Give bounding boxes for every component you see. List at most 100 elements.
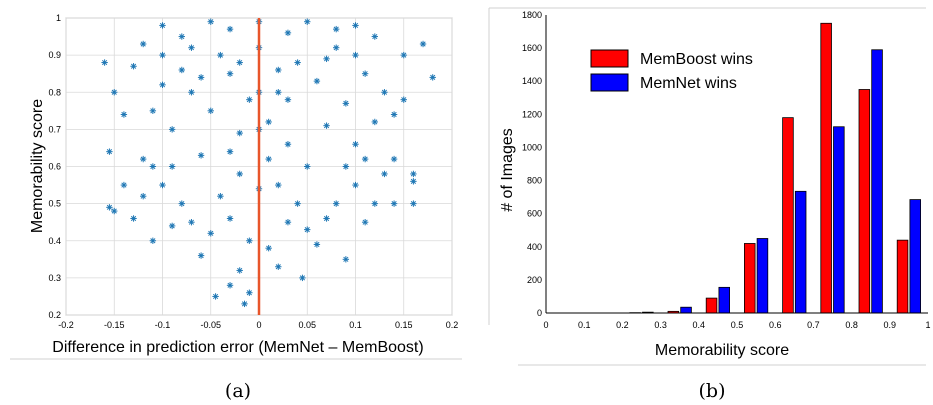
scatter-point (188, 89, 195, 96)
scatter-x-tick-label: 0.05 (298, 320, 316, 330)
bar-y-tick-label: 1600 (522, 43, 542, 53)
legend: MemBoost wins MemNet wins (590, 49, 753, 92)
scatter-point (419, 40, 427, 48)
scatter-point (323, 122, 330, 129)
scatter-point (120, 181, 128, 189)
scatter-point (304, 18, 311, 25)
bar-y-tick-label: 0 (537, 308, 542, 318)
scatter-point (342, 100, 350, 107)
bar-y-tick-labels: 0 200 400 600 800 1000 1200 1400 1600 1800 (522, 10, 542, 318)
bar-series (629, 22, 921, 314)
bar-y-tick-label: 1000 (522, 142, 542, 152)
scatter-point (207, 18, 214, 25)
bar-x-tick-label: 0.4 (693, 320, 706, 330)
bar-x-tick-label: 0.9 (884, 320, 897, 330)
scatter-point (371, 200, 378, 207)
bar-panel: 0 0.1 0.2 0.3 0.4 0.5 0.6 0.7 0.8 0.9 1 0 200 400 600… (488, 7, 931, 366)
bar-x-tick-label: 0.2 (616, 320, 629, 330)
bar-x-tick-labels: 0 0.1 0.2 0.3 0.4 0.5 0.6 0.7 0.8 0.9 1 (543, 320, 930, 330)
scatter-x-tick-label: -0.05 (200, 320, 221, 330)
scatter-point (149, 237, 157, 244)
bar-y-tick-label: 600 (527, 209, 542, 219)
bar-memnet (718, 286, 730, 314)
scatter-point (313, 241, 321, 248)
scatter-point (352, 141, 359, 148)
scatter-y-tick-label: 0.7 (48, 124, 61, 134)
scatter-x-tick-label: -0.2 (58, 320, 74, 330)
scatter-point (246, 237, 253, 244)
scatter-point (178, 200, 185, 207)
scatter-point (140, 155, 147, 163)
scatter-point (371, 33, 378, 40)
scatter-point (313, 77, 321, 85)
scatter-point (352, 51, 359, 59)
caption-a: (a) (225, 380, 251, 402)
scatter-point (410, 178, 417, 185)
bar-memnet (756, 238, 769, 314)
scatter-point (226, 25, 234, 33)
scatter-y-tick-label: 0.8 (48, 87, 61, 97)
scatter-point (275, 66, 282, 74)
scatter-y-tick-label: 0.4 (48, 236, 61, 246)
bar-y-tick-label: 1400 (522, 76, 542, 86)
scatter-point (246, 289, 253, 296)
scatter-x-axis-label: Difference in prediction error (MemNet –… (52, 339, 423, 356)
caption-b: (b) (699, 380, 726, 402)
scatter-point (120, 111, 128, 118)
scatter-point (304, 163, 311, 170)
scatter-point (101, 59, 108, 66)
scatter-point (284, 218, 292, 226)
scatter-x-tick-label: 0.2 (446, 320, 459, 330)
scatter-point (130, 63, 137, 70)
bar-y-tick-label: 1200 (522, 109, 542, 119)
scatter-point (294, 59, 301, 66)
scatter-point (284, 29, 292, 37)
scatter-point (381, 89, 388, 96)
scatter-point (226, 282, 234, 289)
scatter-point (352, 181, 359, 189)
bar-x-tick-label: 0.1 (578, 320, 591, 330)
scatter-point (226, 70, 234, 77)
scatter-point (381, 170, 388, 178)
bar-y-tick-label: 800 (527, 176, 542, 186)
scatter-point (299, 274, 306, 282)
bar-memboost (858, 89, 871, 314)
scatter-point (149, 107, 157, 115)
bar-x-tick-label: 0.7 (807, 320, 820, 330)
bar-x-tick-label: 0 (543, 320, 548, 330)
scatter-point (246, 96, 253, 103)
scatter-point (168, 126, 176, 133)
scatter-point (111, 207, 118, 215)
scatter-point (390, 200, 398, 207)
scatter-point (265, 118, 272, 126)
scatter-x-tick-label: -0.1 (155, 320, 171, 330)
scatter-y-tick-label: 0.9 (48, 50, 61, 60)
legend-label-memboost: MemBoost wins (640, 51, 753, 68)
scatter-point (410, 170, 417, 178)
bar-x-axis-label: Memorability score (655, 342, 789, 359)
scatter-point (197, 152, 205, 159)
scatter-point (140, 40, 147, 48)
scatter-point (217, 51, 224, 59)
scatter-point (361, 70, 369, 77)
scatter-point (284, 141, 292, 148)
bar-memboost (705, 297, 718, 314)
scatter-point (304, 226, 311, 233)
scatter-y-tick-labels: 0.2 0.3 0.4 0.5 0.6 0.7 0.8 0.9 1 (48, 13, 61, 320)
scatter-point (275, 263, 282, 270)
bar-y-tick-label: 1800 (522, 10, 542, 20)
scatter-x-tick-label: 0.15 (395, 320, 413, 330)
scatter-point (400, 96, 407, 103)
scatter-point (294, 200, 301, 207)
scatter-point (265, 244, 272, 252)
scatter-y-axis-label: Memorability score (29, 99, 46, 233)
scatter-point (333, 44, 340, 51)
scatter-point (168, 222, 176, 230)
scatter-y-tick-label: 1 (56, 13, 61, 23)
scatter-point (390, 155, 398, 163)
bar-memnet (794, 190, 807, 314)
bar-x-tick-label: 1 (925, 320, 930, 330)
bar-x-tick-label: 0.6 (769, 320, 782, 330)
scatter-point (390, 111, 398, 118)
